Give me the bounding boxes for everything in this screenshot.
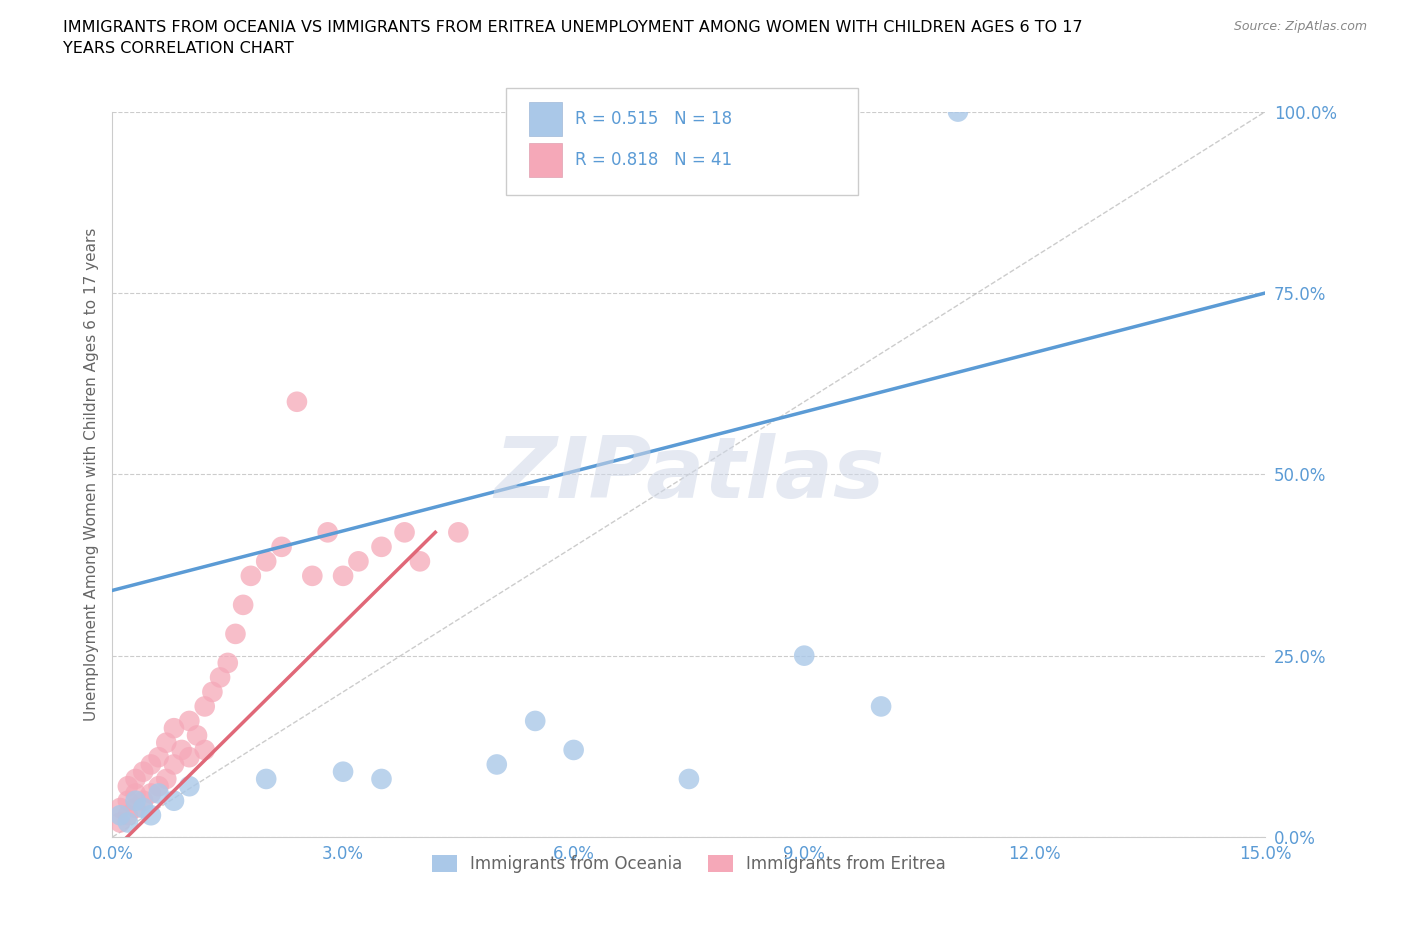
Point [148, 786, 170, 801]
Point [870, 699, 893, 714]
Point [170, 742, 193, 757]
Text: Source: ZipAtlas.com: Source: ZipAtlas.com [1233, 20, 1367, 33]
Point [132, 801, 155, 816]
Point [179, 713, 201, 728]
Point [370, 539, 392, 554]
Point [124, 793, 146, 808]
Point [394, 525, 416, 539]
Point [139, 808, 162, 823]
Point [148, 750, 170, 764]
Point [332, 764, 354, 779]
Point [179, 778, 201, 793]
Text: R = 0.818   N = 41: R = 0.818 N = 41 [575, 151, 733, 169]
Point [163, 757, 186, 772]
Point [186, 728, 208, 743]
Point [254, 554, 277, 569]
Point [132, 764, 155, 779]
Point [409, 554, 432, 569]
Point [485, 757, 508, 772]
Point [678, 772, 700, 787]
Point [139, 757, 162, 772]
Point [201, 684, 224, 699]
Y-axis label: Unemployment Among Women with Children Ages 6 to 17 years: Unemployment Among Women with Children A… [83, 228, 98, 721]
Point [124, 786, 146, 801]
Text: ZIPatlas: ZIPatlas [494, 432, 884, 516]
Point [155, 772, 177, 787]
Point [108, 808, 131, 823]
Point [132, 793, 155, 808]
Point [793, 648, 815, 663]
Text: R = 0.515   N = 18: R = 0.515 N = 18 [575, 110, 733, 128]
Point [285, 394, 308, 409]
Point [524, 713, 547, 728]
Point [124, 772, 146, 787]
Point [254, 772, 277, 787]
Text: YEARS CORRELATION CHART: YEARS CORRELATION CHART [63, 41, 294, 56]
Point [148, 778, 170, 793]
Point [232, 597, 254, 612]
Point [370, 772, 392, 787]
Point [447, 525, 470, 539]
Point [163, 721, 186, 736]
Point [347, 554, 370, 569]
Point [139, 786, 162, 801]
Legend: Immigrants from Oceania, Immigrants from Eritrea: Immigrants from Oceania, Immigrants from… [426, 848, 952, 880]
Point [562, 742, 585, 757]
Point [209, 670, 232, 684]
Point [124, 801, 146, 816]
Point [155, 736, 177, 751]
Point [194, 699, 217, 714]
Point [108, 815, 131, 830]
Point [117, 793, 139, 808]
Point [108, 801, 131, 816]
Point [217, 656, 239, 671]
Point [946, 104, 969, 119]
Point [224, 627, 246, 642]
Point [332, 568, 354, 583]
Point [163, 793, 186, 808]
Point [270, 539, 292, 554]
Point [117, 778, 139, 793]
Point [117, 808, 139, 823]
Point [316, 525, 339, 539]
Text: IMMIGRANTS FROM OCEANIA VS IMMIGRANTS FROM ERITREA UNEMPLOYMENT AMONG WOMEN WITH: IMMIGRANTS FROM OCEANIA VS IMMIGRANTS FR… [63, 20, 1083, 35]
Point [117, 815, 139, 830]
Point [194, 742, 217, 757]
Point [301, 568, 323, 583]
Point [239, 568, 262, 583]
Point [179, 750, 201, 764]
